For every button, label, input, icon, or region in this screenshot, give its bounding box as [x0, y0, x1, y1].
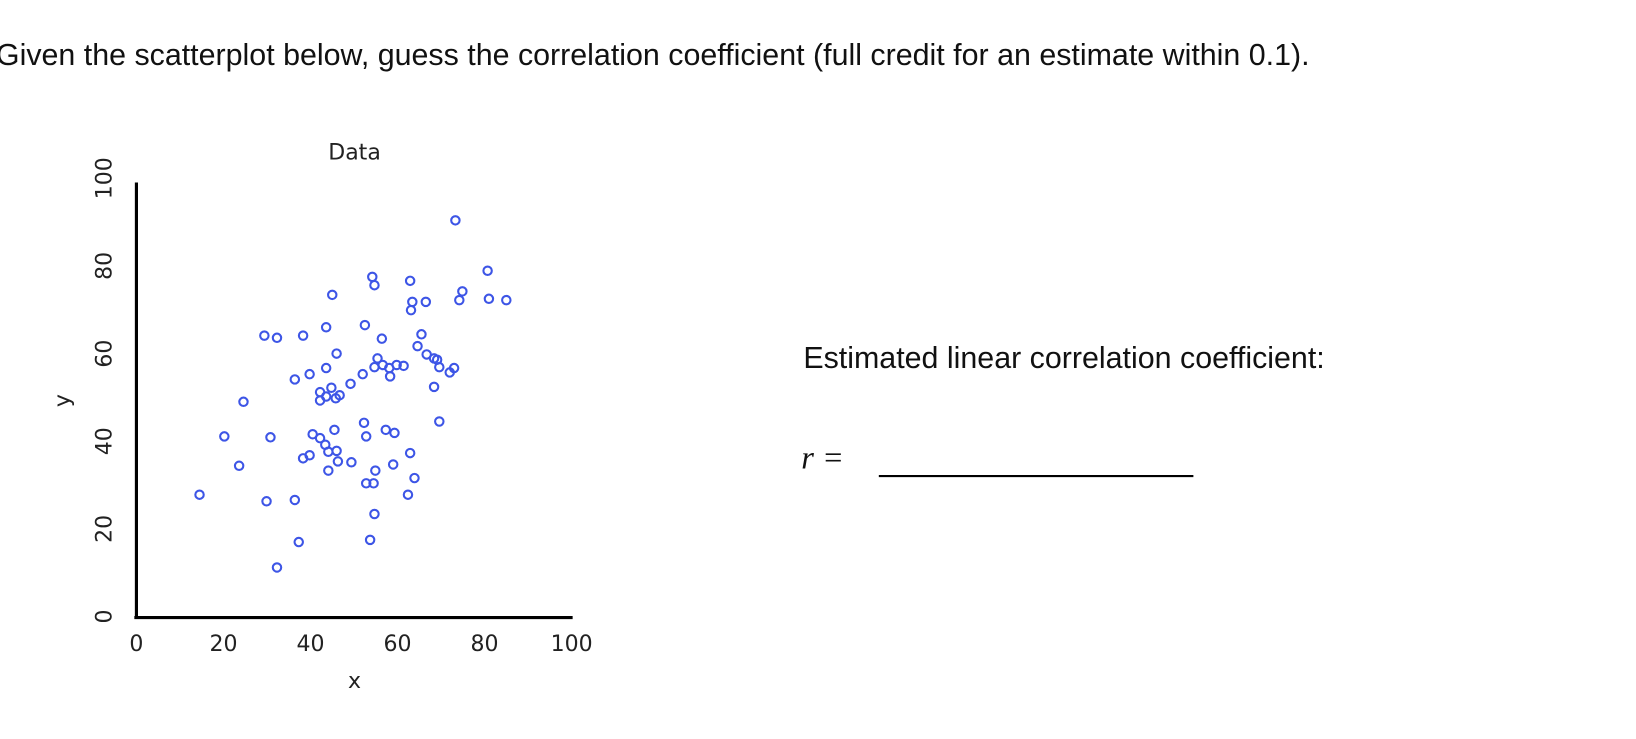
- point: [360, 431, 372, 442]
- point: [259, 330, 270, 341]
- point: [323, 465, 334, 476]
- answer-label: r =: [801, 441, 844, 477]
- point: [404, 275, 416, 287]
- point: [428, 381, 440, 393]
- x-axis-label: x: [348, 669, 361, 694]
- x-tick-label: 60: [384, 632, 412, 657]
- point: [345, 378, 356, 390]
- point: [369, 279, 380, 291]
- point: [358, 417, 370, 429]
- point: [457, 286, 468, 297]
- point: [219, 431, 230, 442]
- point: [332, 456, 344, 467]
- point: [391, 359, 402, 371]
- point: [238, 396, 249, 408]
- point: [327, 289, 338, 301]
- point: [412, 340, 423, 352]
- point: [398, 360, 409, 372]
- point: [364, 534, 376, 546]
- point: [271, 332, 283, 344]
- point: [323, 446, 334, 458]
- point: [261, 496, 272, 507]
- point: [428, 353, 440, 364]
- point: [331, 445, 342, 457]
- chart-title: Data: [328, 140, 381, 165]
- point: [346, 457, 357, 468]
- point: [405, 304, 417, 316]
- question: Given the scatterplot below, guess the c…: [0, 38, 1310, 72]
- point: [454, 294, 465, 306]
- point: [372, 353, 383, 364]
- point: [402, 489, 414, 500]
- point: [434, 361, 445, 373]
- point: [370, 465, 381, 476]
- point: [320, 391, 332, 402]
- point: [271, 562, 283, 573]
- point: [482, 265, 493, 276]
- point: [434, 416, 445, 427]
- point: [331, 348, 342, 359]
- point: [293, 536, 304, 548]
- point: [380, 424, 392, 436]
- point: [304, 368, 315, 380]
- y-tick-label: 40: [92, 427, 117, 455]
- point: [384, 371, 396, 382]
- y-axis-label: y: [50, 394, 75, 407]
- point: [369, 508, 380, 520]
- point: [416, 329, 427, 340]
- point: [320, 322, 332, 333]
- point: [448, 362, 460, 374]
- x-tick-label: 40: [296, 632, 324, 657]
- point: [297, 453, 309, 464]
- point: [194, 489, 205, 500]
- point: [326, 382, 337, 394]
- point: [409, 472, 420, 484]
- y-tick-label: 80: [92, 252, 117, 280]
- point: [334, 389, 345, 401]
- point: [483, 293, 495, 305]
- y-tick-label: 100: [92, 157, 117, 199]
- point: [501, 294, 512, 306]
- point: [320, 362, 332, 374]
- point: [387, 459, 399, 470]
- x-tick-label: 100: [551, 632, 593, 657]
- x-tick-label: 20: [209, 632, 237, 657]
- plot-area: 0 20 40 60 80 100 0 20 40 60 80 100: [92, 157, 592, 657]
- prompt: Estimated linear correlation coefficient…: [803, 341, 1324, 375]
- point: [289, 494, 301, 506]
- y-tick-label: 60: [92, 340, 117, 368]
- x-tick-label: 80: [471, 632, 499, 657]
- point: [376, 333, 388, 344]
- point: [450, 215, 461, 226]
- point: [314, 432, 326, 444]
- point: [357, 368, 368, 380]
- point: [407, 296, 418, 308]
- point: [389, 427, 400, 439]
- y-tick-label: 20: [92, 515, 117, 543]
- y-tick-label: 0: [92, 610, 117, 624]
- x-tick-label: 0: [129, 632, 143, 657]
- point: [367, 271, 378, 283]
- point: [369, 361, 380, 373]
- point: [359, 319, 371, 331]
- point: [297, 330, 309, 341]
- point: [289, 374, 301, 385]
- point: [368, 478, 379, 489]
- point: [329, 424, 340, 436]
- point: [404, 447, 416, 459]
- point: [233, 460, 245, 472]
- point: [420, 296, 432, 308]
- point: [265, 432, 276, 443]
